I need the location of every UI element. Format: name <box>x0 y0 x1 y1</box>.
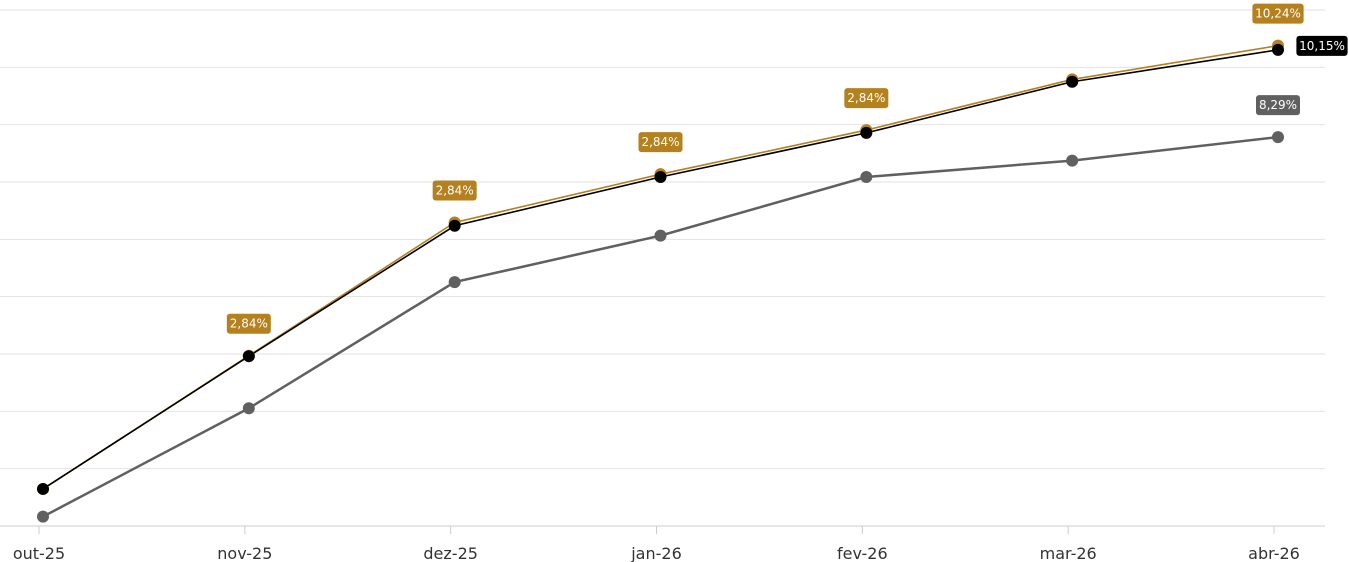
data-label-box <box>432 180 477 201</box>
series-line-1 <box>42 49 1279 490</box>
data-label-box <box>1252 3 1304 24</box>
x-tick-label: fev-26 <box>837 544 888 562</box>
data-label: 2,84% <box>226 313 271 334</box>
data-label-text: 2,84% <box>230 317 268 331</box>
data-label-text: 2,84% <box>436 183 474 197</box>
x-tick-label: jan-26 <box>630 544 682 562</box>
series-point-2 <box>860 170 873 183</box>
data-label: 8,29% <box>1256 95 1300 116</box>
series-point-1 <box>1066 75 1079 88</box>
data-label: 2,84% <box>638 132 683 153</box>
x-tick-label: abr-26 <box>1248 544 1300 562</box>
x-tick-labels: out-25 nov-25 dez-25 jan-26 fev-26 mar-26 abr-… <box>13 544 1300 562</box>
series-point-2 <box>654 229 667 242</box>
data-label-text: 8,29% <box>1259 98 1297 112</box>
series-point-2 <box>448 276 461 289</box>
x-tick-label: dez-25 <box>423 544 478 562</box>
x-tick-label: mar-26 <box>1040 544 1097 562</box>
data-label-box <box>1296 35 1348 56</box>
data-label-box <box>1256 95 1300 116</box>
series-point-1 <box>37 482 49 495</box>
x-tick-label: out-25 <box>13 544 65 562</box>
data-label-box <box>226 313 271 334</box>
data-label-text: 2,84% <box>641 135 679 149</box>
x-tick-label: nov-25 <box>217 544 272 562</box>
data-label-text: 10,24% <box>1255 7 1301 21</box>
x-axis <box>0 525 1325 534</box>
series-point-2 <box>1272 131 1284 144</box>
series-points <box>37 39 1284 523</box>
data-label-box <box>844 88 889 109</box>
data-label: 10,24% <box>1252 3 1304 24</box>
data-label-text: 10,15% <box>1299 39 1345 53</box>
data-label: 10,15% <box>1296 35 1348 56</box>
series-point-1 <box>448 219 461 232</box>
data-label-box <box>638 132 683 153</box>
series-line-0 <box>42 44 1279 490</box>
data-labels: 2,84% 2,84% 2,84% 2,84% 10,24% 10,15% 8,29% <box>226 3 1348 334</box>
series-point-1 <box>242 350 255 363</box>
data-label-text: 2,84% <box>847 91 885 105</box>
data-label: 2,84% <box>844 88 889 109</box>
series-lines <box>42 44 1279 518</box>
series-point-1 <box>1272 43 1284 56</box>
series-point-2 <box>1066 154 1079 167</box>
series-point-1 <box>654 170 667 183</box>
series-point-2 <box>242 402 255 415</box>
data-label: 2,84% <box>432 180 477 201</box>
series-point-1 <box>860 126 873 139</box>
series-point-2 <box>37 510 49 523</box>
